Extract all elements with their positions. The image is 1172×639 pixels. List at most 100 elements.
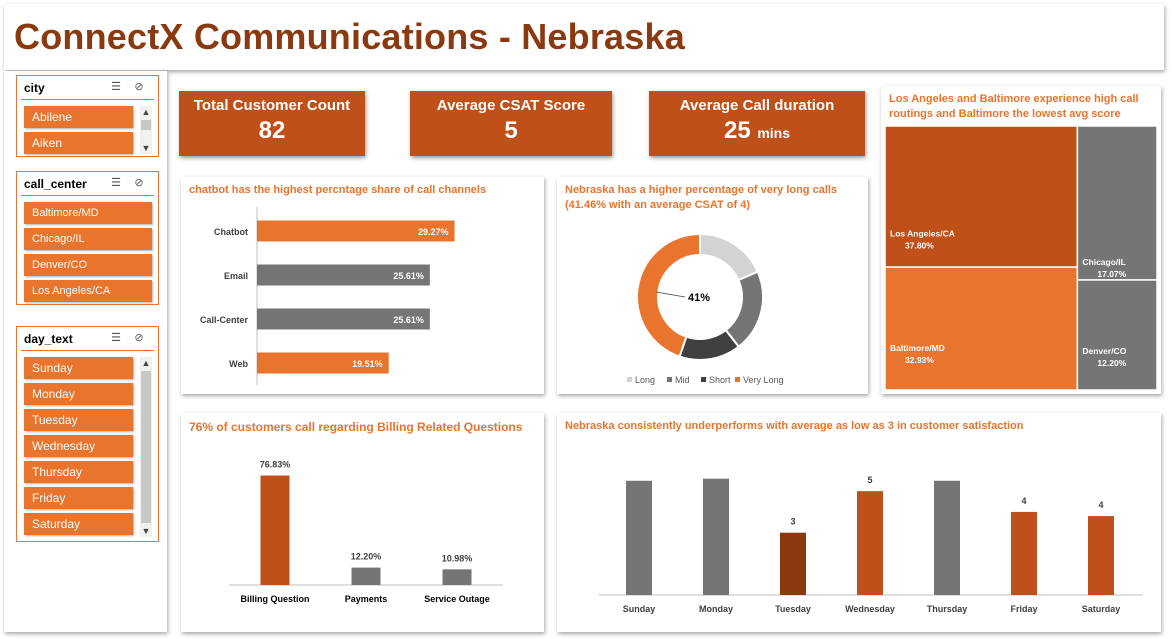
x-tick-label: Sunday: [623, 604, 656, 614]
data-label: 4: [1021, 496, 1026, 506]
csat-by-day-chart: Sunday Monday 3 Tuesday 5 Wednesday Thursday 4 F…: [599, 475, 1143, 614]
bar: [626, 480, 652, 595]
slicer-item-denver[interactable]: Denver/CO: [24, 254, 152, 276]
x-tick-label: Saturday: [1082, 604, 1121, 614]
donut-slice: [699, 232, 760, 282]
legend-marker: [627, 377, 632, 382]
treemap-label: Chicago/IL: [1082, 257, 1125, 267]
data-label: 76.83%: [260, 460, 291, 470]
scroll-thumb[interactable]: [141, 120, 151, 130]
clear-filter-icon[interactable]: ⊘: [134, 177, 144, 189]
bar: [257, 308, 430, 330]
scroll-up-icon[interactable]: ▲: [141, 107, 151, 117]
data-label: 25.61%: [393, 315, 424, 325]
slicer-item-tuesday[interactable]: Tuesday: [24, 409, 133, 431]
y-tick-label: Call-Center: [200, 315, 249, 325]
slicer-item-baltimore[interactable]: Baltimore/MD: [24, 202, 152, 224]
y-tick-label: Chatbot: [214, 227, 248, 237]
treemap-value: 17.07%: [1097, 269, 1126, 279]
day-text-slicer: day_text ☰ ⊘ Sunday Monday Tuesday Wedne…: [16, 326, 159, 542]
page-title: ConnectX Communications - Nebraska: [14, 16, 685, 57]
slicer-item-los-angeles[interactable]: Los Angeles/CA: [24, 280, 152, 302]
treemap-label: Baltimore/MD: [890, 343, 945, 353]
multi-select-icon[interactable]: ☰: [111, 332, 121, 344]
legend-label: Mid: [675, 375, 690, 385]
legend-marker: [735, 377, 740, 382]
treemap-label: Los Angeles/CA: [890, 229, 955, 239]
data-label: 4: [1098, 500, 1103, 510]
data-label: 3: [790, 517, 795, 527]
legend-label: Long: [635, 375, 655, 385]
kpi-value: 82: [258, 117, 286, 144]
bar: [857, 491, 883, 595]
slicer-item-friday[interactable]: Friday: [24, 487, 133, 509]
kpi-value-number: 25: [723, 117, 751, 144]
callout-line: [655, 291, 686, 298]
slicer-item-monday[interactable]: Monday: [24, 383, 133, 405]
slicer-item-abilene[interactable]: Abilene: [24, 106, 133, 128]
center-label: 41%: [688, 292, 710, 304]
x-tick-label: Service Outage: [424, 594, 490, 604]
clear-filter-icon[interactable]: ⊘: [134, 332, 144, 344]
x-tick-label: Payments: [345, 594, 388, 604]
bar: [351, 567, 381, 585]
bar: [1088, 516, 1114, 595]
scroll-down-icon[interactable]: ▼: [141, 143, 151, 153]
clear-filter-icon[interactable]: ⊘: [134, 81, 144, 93]
y-tick-label: Web: [229, 359, 248, 369]
x-tick-label: Friday: [1010, 604, 1037, 614]
treemap-panel: Los Angeles and Baltimore experience hig…: [881, 86, 1161, 394]
city-slicer: city ☰ ⊘ Abilene Aiken ▲ ▼: [16, 75, 159, 157]
slicer-item-chicago[interactable]: Chicago/IL: [24, 228, 152, 250]
scroll-down-icon[interactable]: ▼: [141, 526, 151, 536]
scroll-up-icon[interactable]: ▲: [141, 358, 151, 368]
scrollbar[interactable]: ▲ ▼: [140, 106, 152, 154]
kpi-label: Average CSAT Score: [436, 97, 586, 114]
chart-title: Nebraska consistently underperforms with…: [565, 420, 1024, 432]
kpi-average-csat: Average CSAT Score 5: [410, 91, 612, 156]
treemap-cell: [1076, 125, 1158, 281]
chart-title: Los Angeles and Baltimore experience hig…: [889, 93, 1139, 120]
slicer-item-sunday[interactable]: Sunday: [24, 357, 133, 379]
legend-label: Very Long: [743, 375, 784, 385]
slicer-item-thursday[interactable]: Thursday: [24, 461, 133, 483]
treemap-value: 12.20%: [1097, 358, 1126, 368]
bar: [442, 569, 472, 585]
reasons-chart-panel: 76% of customers call regarding Billing …: [181, 413, 544, 632]
kpi-label: Total Customer Count: [193, 97, 351, 114]
slicer-item-saturday[interactable]: Saturday: [24, 513, 133, 535]
duration-donut-chart: 41% Long Mid Short Very Long: [627, 232, 784, 385]
bar: [260, 475, 290, 585]
slicer-item-wednesday[interactable]: Wednesday: [24, 435, 133, 457]
scrollbar[interactable]: ▲ ▼: [140, 357, 152, 537]
x-tick-label: Tuesday: [775, 604, 811, 614]
bar: [257, 220, 455, 242]
slicer-header: day_text ☰ ⊘: [21, 327, 154, 351]
y-tick-label: Email: [224, 271, 248, 281]
slicer-title: city: [24, 81, 45, 95]
call-center-slicer: call_center ☰ ⊘ Baltimore/MD Chicago/IL …: [16, 171, 159, 305]
legend-label: Short: [709, 375, 731, 385]
scroll-thumb[interactable]: [141, 371, 151, 523]
donut-slice: [678, 328, 741, 361]
donut-slice: [636, 232, 701, 358]
slicer-item-aiken[interactable]: Aiken: [24, 132, 133, 154]
data-label: 25.61%: [393, 271, 424, 281]
legend-marker: [667, 377, 672, 382]
kpi-label: Average Call duration: [679, 97, 835, 114]
call-center-treemap: Los Angeles/CA 37.80% Baltimore/MD 32.93% Ch…: [884, 125, 1158, 391]
channels-chart: Chatbot 29.27% Email 25.61% Call-Center 25.61…: [200, 207, 455, 385]
kpi-value: 25 mins: [649, 117, 865, 145]
treemap-label: Denver/CO: [1082, 346, 1126, 356]
x-tick-label: Monday: [699, 604, 733, 614]
bar: [257, 264, 430, 286]
data-label: 29.27%: [418, 227, 449, 237]
multi-select-icon[interactable]: ☰: [111, 81, 121, 93]
multi-select-icon[interactable]: ☰: [111, 177, 121, 189]
kpi-value: 5: [504, 117, 518, 144]
slicer-header: call_center ☰ ⊘: [21, 172, 154, 196]
treemap-value: 32.93%: [905, 355, 934, 365]
kpi-total-customer-count: Total Customer Count 82: [179, 91, 365, 156]
x-tick-label: Wednesday: [845, 604, 895, 614]
slicer-panel: city ☰ ⊘ Abilene Aiken ▲ ▼ call_center ☰…: [4, 71, 167, 632]
